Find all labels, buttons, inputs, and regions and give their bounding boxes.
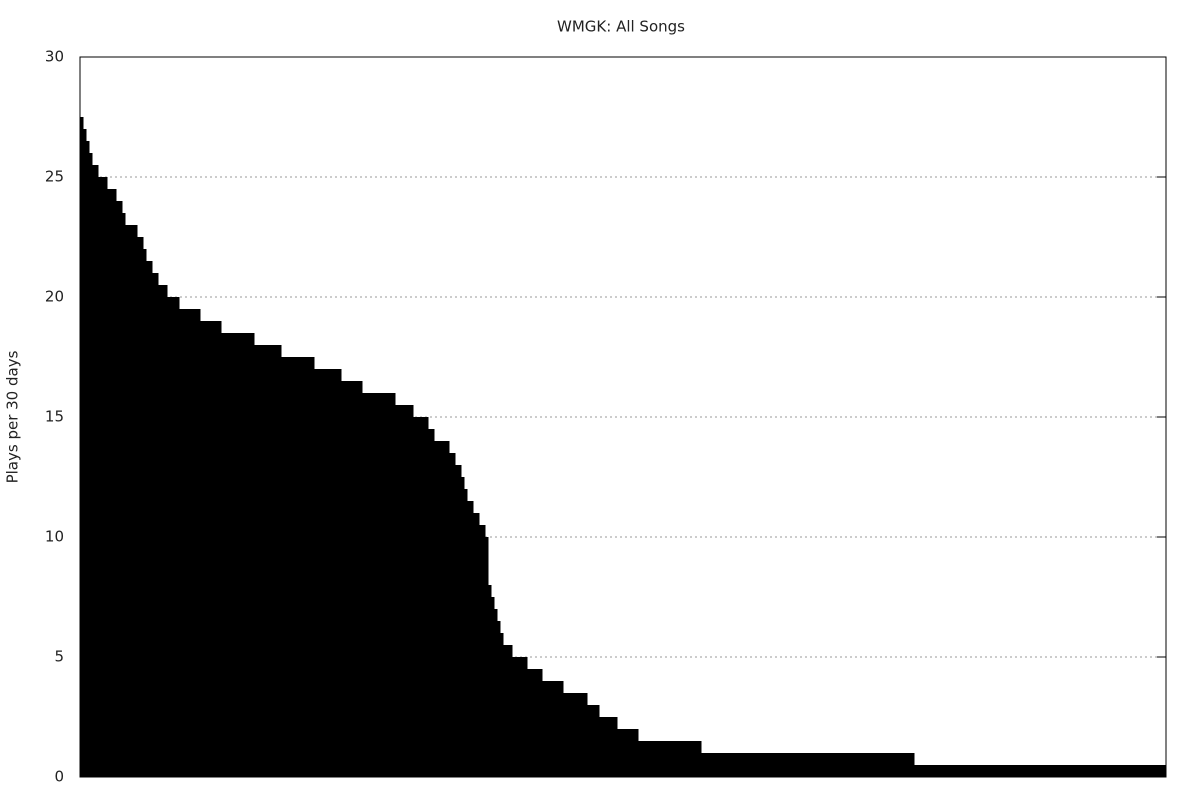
step-bar <box>563 693 588 777</box>
step-bar <box>221 333 255 777</box>
step-bar <box>449 453 456 777</box>
y-tick-label: 30 <box>45 48 64 66</box>
step-bar <box>497 621 501 777</box>
step-bar <box>80 117 84 777</box>
y-tick-label: 20 <box>45 288 64 306</box>
step-bar <box>503 645 513 777</box>
step-bar <box>152 273 159 777</box>
step-bar <box>362 393 396 777</box>
step-bar <box>92 165 99 777</box>
step-bar <box>500 633 504 777</box>
step-bar <box>434 441 450 777</box>
y-tick-label: 10 <box>45 528 64 546</box>
step-bar <box>314 369 342 777</box>
plot-frame <box>79 56 1167 778</box>
step-bar <box>341 381 363 777</box>
step-bar <box>527 669 543 777</box>
y-tick-label: 15 <box>45 408 64 426</box>
step-bar <box>107 189 117 777</box>
step-bar <box>485 537 489 777</box>
step-bar <box>701 753 915 777</box>
step-bar <box>473 513 480 777</box>
step-bar <box>461 477 465 777</box>
step-bar <box>914 765 1167 777</box>
step-bar <box>143 249 147 777</box>
step-bar <box>158 285 168 777</box>
step-bar <box>467 501 474 777</box>
step-bar <box>428 429 435 777</box>
step-bar <box>395 405 414 777</box>
y-axis-label: Plays per 30 days <box>4 350 22 483</box>
step-bar <box>479 525 486 777</box>
step-bar <box>122 213 126 777</box>
step-bar <box>413 417 429 777</box>
step-bar <box>146 261 153 777</box>
step-bar <box>455 465 462 777</box>
step-bar <box>89 153 93 777</box>
step-bar <box>488 585 492 777</box>
step-bar <box>125 225 138 777</box>
y-tick-label: 5 <box>54 648 64 666</box>
step-bar <box>86 141 90 777</box>
step-bar <box>98 177 108 777</box>
step-bar <box>587 705 600 777</box>
step-bar <box>617 729 639 777</box>
y-tick-label: 0 <box>54 768 64 786</box>
step-bar <box>542 681 564 777</box>
step-bar <box>638 741 702 777</box>
step-bar <box>254 345 282 777</box>
step-bar <box>281 357 315 777</box>
step-bar <box>137 237 144 777</box>
step-bar <box>599 717 618 777</box>
step-bar <box>179 309 201 777</box>
step-bar <box>200 321 222 777</box>
chart-title: WMGK: All Songs <box>557 18 685 36</box>
step-bar <box>83 129 87 777</box>
step-bar <box>494 609 498 777</box>
step-bar <box>491 597 495 777</box>
step-bar <box>167 297 180 777</box>
step-bar <box>116 201 123 777</box>
step-bar <box>512 657 528 777</box>
step-bar <box>464 489 468 777</box>
y-tick-label: 25 <box>45 168 64 186</box>
